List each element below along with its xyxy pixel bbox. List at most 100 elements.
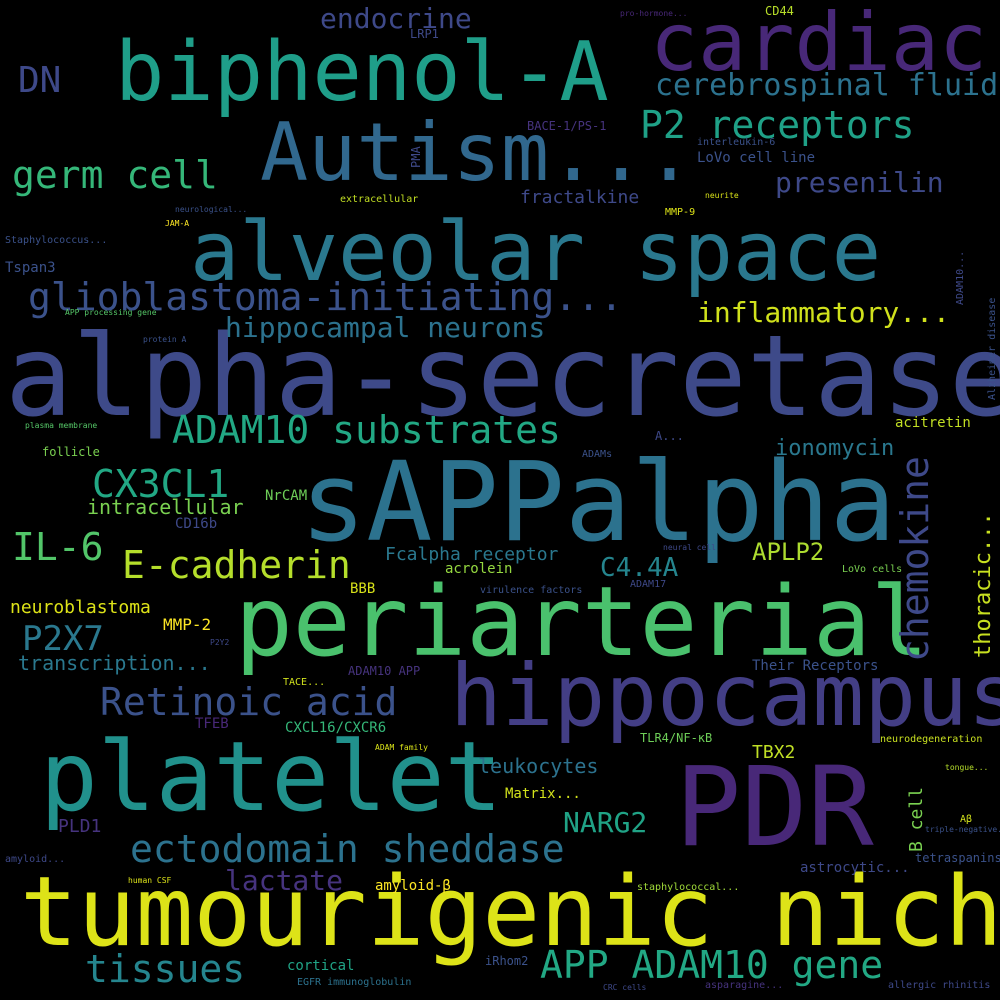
- word: PDR: [675, 743, 874, 871]
- word: allergic rhinitis: [888, 980, 990, 991]
- word: MMP-9: [665, 207, 695, 218]
- word: presenilin: [775, 166, 944, 199]
- word: TBX2: [752, 742, 795, 763]
- word: A...: [655, 429, 684, 443]
- word: tongue...: [945, 763, 988, 772]
- word: interleukin-6: [697, 137, 775, 148]
- word: Alzheimer disease: [987, 298, 998, 400]
- word: JAM-A: [165, 219, 189, 228]
- word: periarterial: [235, 566, 929, 678]
- word: Staphylococcus...: [5, 235, 107, 246]
- word: transcription...: [18, 651, 211, 675]
- word: tissues: [85, 947, 245, 991]
- word: astrocytic...: [800, 860, 910, 876]
- word: leukocytes: [478, 754, 598, 778]
- word: neurite: [705, 191, 739, 200]
- word: PLD1: [58, 816, 101, 837]
- word: P2Y2: [210, 638, 229, 647]
- word: APP ADAM10 gene: [540, 943, 883, 987]
- word: TLR4/NF-κB: [640, 731, 712, 745]
- word: intracellular: [87, 495, 244, 519]
- word: ADAM family: [375, 743, 428, 752]
- word: hippocampus: [450, 646, 1000, 746]
- word: CD44: [765, 4, 794, 18]
- word: staphylococcal...: [637, 882, 739, 893]
- word: Matrix...: [505, 786, 581, 802]
- word: amyloid...: [5, 854, 65, 865]
- word: acitretin: [895, 415, 971, 431]
- word: ADAM10 substrates: [172, 408, 561, 452]
- word: cardiac: [650, 0, 987, 89]
- word: APLP2: [752, 538, 824, 566]
- word: Retinoic acid: [100, 680, 397, 724]
- word: B cell: [906, 787, 927, 852]
- word: PMA: [409, 146, 423, 168]
- word: BACE-1/PS-1: [527, 119, 606, 133]
- word: cerebrospinal fluid: [655, 68, 998, 103]
- word: LoVo cells: [842, 564, 902, 575]
- word: APP processing gene: [65, 308, 157, 317]
- word: CX3CL1: [92, 462, 229, 506]
- word: neuroblastoma: [10, 597, 151, 618]
- word: ADAM10...: [955, 251, 966, 305]
- word: BBB: [350, 581, 375, 597]
- word: Their Receptors: [752, 658, 878, 674]
- word: Autism...: [260, 106, 693, 199]
- word: EGFR immunoglobulin: [297, 977, 411, 988]
- word: asparagine...: [705, 980, 783, 991]
- word: IL-6: [12, 525, 104, 569]
- word: pro-hormone...: [620, 9, 687, 18]
- word: acrolein: [445, 561, 512, 577]
- word: TFEB: [195, 716, 229, 732]
- word: neural cell: [663, 543, 716, 552]
- word: neurodegeneration: [880, 734, 982, 745]
- word: MMP-2: [163, 615, 211, 634]
- word: Aβ: [960, 814, 972, 825]
- word: P2X7: [22, 619, 104, 659]
- word: NARG2: [563, 806, 647, 839]
- word: TACE...: [283, 677, 325, 688]
- word: thoracic...: [971, 512, 996, 658]
- word: ectodomain sheddase: [130, 827, 565, 871]
- word: triple-negative...: [925, 825, 1000, 834]
- word: CRC cells: [603, 983, 647, 992]
- word: extracellular: [340, 194, 418, 205]
- word: tetraspanins: [915, 851, 1000, 865]
- word: C4.4A: [600, 553, 679, 583]
- word: cortical: [287, 958, 354, 974]
- word: E-cadherin: [122, 543, 351, 587]
- word: ADAM17: [630, 579, 666, 590]
- word: platelet: [40, 721, 502, 833]
- word: chemokine: [893, 456, 937, 662]
- word: lactate: [225, 864, 343, 897]
- word: tumourigenic niche: [20, 856, 1000, 968]
- word: DN: [18, 60, 61, 101]
- word: P2 receptors: [640, 103, 915, 147]
- word: follicle: [42, 445, 100, 459]
- word: ADAMs: [582, 449, 612, 460]
- word: iRhom2: [485, 954, 528, 968]
- word: endocrine: [320, 2, 472, 35]
- word: LoVo cell line: [697, 150, 815, 166]
- word: amyloid-β: [375, 878, 451, 894]
- word: ADAM10 APP: [348, 664, 420, 678]
- word: ionomycin: [775, 436, 894, 461]
- word: germ cell: [12, 153, 218, 197]
- word: CXCL16/CXCR6: [285, 720, 386, 736]
- word: CD16b: [175, 516, 217, 532]
- word: neurological...: [175, 205, 247, 214]
- word: plasma membrane: [25, 421, 97, 430]
- word: fractalkine: [520, 187, 639, 208]
- word: sAPPalpha: [300, 438, 896, 566]
- word: human CSF: [128, 876, 172, 885]
- word: virulence factors: [480, 585, 582, 596]
- word: LRP1: [410, 27, 439, 41]
- word: Tspan3: [5, 260, 56, 276]
- word: inflammatory...: [697, 296, 950, 329]
- word: hippocampal neurons: [225, 311, 545, 344]
- word: alveolar space: [190, 205, 881, 300]
- word: biphenol-A: [115, 25, 609, 120]
- word: glioblastoma-initiating...: [28, 275, 623, 319]
